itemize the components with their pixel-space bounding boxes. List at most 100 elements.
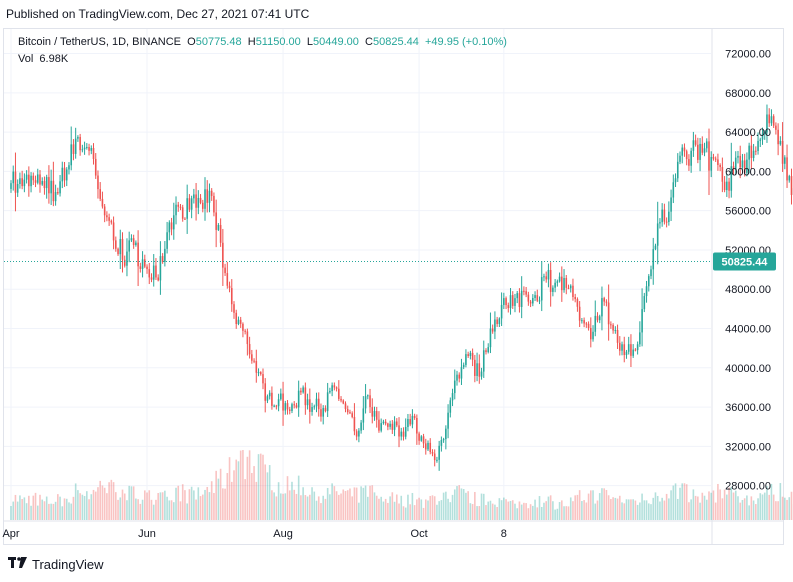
- candle-body: [41, 181, 44, 185]
- candle-body: [692, 140, 695, 151]
- candle-body: [181, 207, 184, 219]
- volume-bar: [639, 502, 641, 520]
- candle-body: [112, 222, 115, 241]
- candle-body: [561, 276, 563, 291]
- volume-bar: [788, 497, 791, 520]
- chart-frame[interactable]: [3, 28, 784, 545]
- volume-bar: [665, 493, 668, 520]
- volume-bar: [302, 487, 304, 520]
- candle-body: [282, 393, 284, 411]
- volume-bar: [25, 503, 28, 520]
- volume-bar: [295, 493, 298, 520]
- footer-brand[interactable]: TradingView: [8, 557, 104, 572]
- candle-body: [30, 175, 32, 187]
- volume-bar: [271, 490, 273, 520]
- candle-body: [126, 251, 128, 266]
- volume-bar: [605, 489, 608, 520]
- candle-body: [610, 324, 612, 326]
- volume-bar: [670, 490, 672, 520]
- volume-bar: [748, 505, 750, 520]
- volume-bar: [730, 487, 733, 520]
- candle-body: [130, 238, 133, 241]
- candle-body: [206, 189, 209, 203]
- volume-bar: [482, 493, 485, 520]
- candle-body: [39, 174, 41, 185]
- candle-body: [226, 273, 229, 286]
- volume-bar: [215, 470, 217, 520]
- candle-body: [558, 276, 561, 282]
- candle-body: [369, 395, 371, 408]
- volume-bar: [88, 499, 90, 520]
- candle-body: [540, 277, 543, 301]
- candle-body: [302, 387, 304, 393]
- volume-bar: [592, 490, 594, 520]
- candle-body: [714, 158, 717, 160]
- volume-bar: [442, 492, 445, 520]
- candle-body: [335, 387, 338, 389]
- volume-bar: [195, 499, 197, 520]
- volume-bar: [683, 483, 686, 520]
- volume-bar: [616, 498, 619, 520]
- candle-body: [728, 181, 730, 191]
- volume-bar: [630, 499, 632, 520]
- candle-body: [83, 147, 86, 150]
- volume-bar: [636, 504, 639, 520]
- volume-bar: [786, 499, 788, 520]
- candle-body: [333, 385, 336, 388]
- symbol-label[interactable]: Bitcoin / TetherUS, 1D, BINANCE: [18, 36, 182, 48]
- candle-body: [88, 147, 90, 151]
- candle-body: [676, 161, 679, 179]
- candle-body: [545, 276, 547, 280]
- price-tick-label: 44000.00: [725, 324, 771, 336]
- volume-bar: [273, 492, 275, 520]
- volume-bar: [540, 506, 543, 520]
- volume-bar: [705, 499, 708, 520]
- candle-body: [74, 138, 77, 154]
- candle-body: [436, 459, 438, 461]
- volume-bar: [755, 504, 757, 520]
- candle-body: [155, 265, 157, 278]
- candle-body: [672, 182, 675, 198]
- candle-body: [772, 116, 775, 126]
- volume-bar: [663, 500, 666, 520]
- volume-bar: [297, 475, 300, 520]
- candle-body: [525, 291, 527, 295]
- volume-bar: [556, 508, 559, 520]
- volume-bar: [507, 501, 510, 520]
- volume-bar: [72, 496, 75, 520]
- candle-body: [309, 399, 311, 412]
- volume-bar: [627, 499, 630, 520]
- candle-body: [97, 175, 99, 190]
- candle-body: [77, 137, 79, 139]
- candle-body: [621, 344, 623, 351]
- volume-bar: [690, 499, 692, 520]
- volume-bar: [159, 492, 162, 520]
- candle-body: [663, 209, 666, 222]
- volume-bar: [400, 495, 403, 520]
- volume-bar: [543, 502, 545, 520]
- volume-bar: [480, 493, 483, 520]
- volume-bar: [81, 494, 84, 520]
- candle-body: [556, 281, 559, 283]
- volume-bar: [190, 486, 193, 520]
- low-label: L: [306, 36, 314, 48]
- volume-bar: [340, 493, 342, 520]
- candle-body: [639, 332, 641, 345]
- volume-bar: [387, 502, 389, 520]
- volume-bar: [253, 466, 255, 520]
- candle-body: [161, 256, 164, 262]
- volume-bar: [451, 494, 454, 520]
- candle-body: [400, 431, 403, 437]
- candle-body: [746, 159, 748, 173]
- volume-bar: [527, 508, 530, 520]
- volume-bar: [188, 489, 191, 520]
- volume-bar: [710, 492, 713, 520]
- candle-body: [605, 301, 608, 303]
- volume-bar: [561, 500, 563, 520]
- candle-body: [650, 269, 652, 277]
- volume-bar: [16, 501, 19, 520]
- candle-body: [581, 320, 583, 322]
- volume-bar: [585, 502, 588, 520]
- volume-bar: [668, 498, 670, 520]
